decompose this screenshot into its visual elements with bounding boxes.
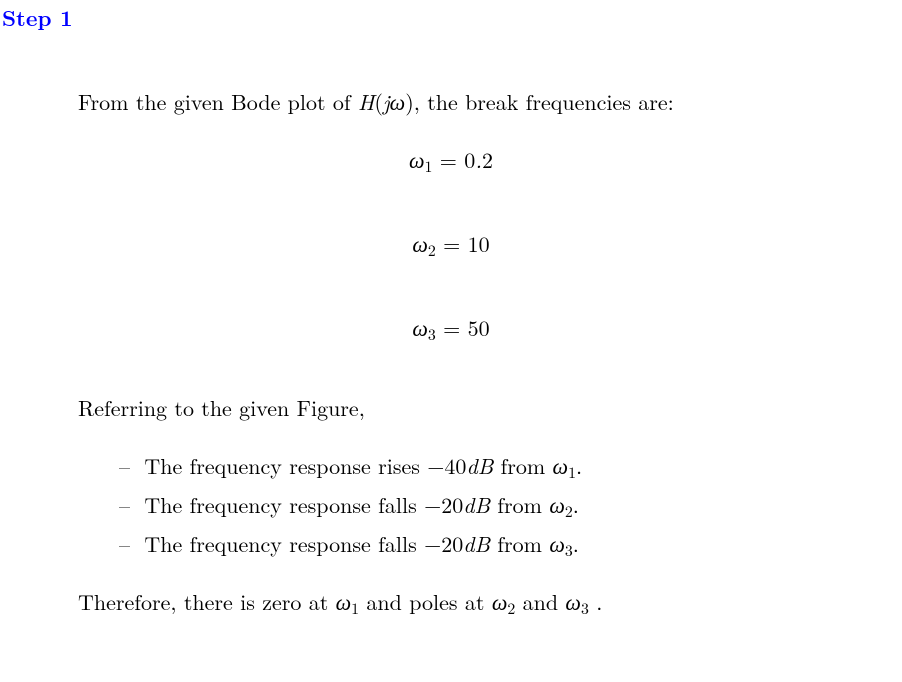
b3-val: 20	[441, 528, 463, 559]
bullet-2: – The frequency response falls −20dB fro…	[119, 489, 579, 522]
eq1-dec: 2	[482, 144, 493, 175]
eq2-eq: = 10	[436, 228, 490, 259]
eq2-sub: 2	[428, 238, 436, 261]
intro-open: (	[374, 86, 383, 117]
step-title: Step 1	[2, 2, 73, 33]
bullet-dash: –	[119, 489, 137, 520]
equation-omega3: ω3 = 50	[0, 312, 902, 345]
concl-sym3: ω	[565, 586, 581, 617]
b1-end: .	[576, 450, 582, 481]
b3-sym: ω	[549, 528, 565, 559]
concl-sub1: 1	[351, 596, 359, 619]
b3-end: .	[573, 528, 579, 559]
b1-val: 40	[444, 450, 466, 481]
eq3-sym: ω	[412, 312, 428, 343]
b3-mid: from	[490, 528, 549, 559]
intro-H: H	[358, 86, 374, 117]
b1-neg: −	[427, 450, 444, 481]
eq3-eq: = 50	[436, 312, 490, 343]
concl-pre: Therefore, there is zero at	[78, 586, 336, 617]
intro-suffix: , the break frequencies are:	[414, 86, 674, 117]
b3-pre: The frequency response falls	[137, 528, 424, 559]
conclusion-text: Therefore, there is zero at ω1 and poles…	[78, 586, 602, 619]
b1-mid: from	[493, 450, 552, 481]
b3-B: B	[474, 528, 490, 559]
b2-neg: −	[424, 489, 441, 520]
concl-mid1: and poles at	[359, 586, 492, 617]
intro-prefix: From the given Bode plot of	[78, 86, 358, 117]
b1-d: d	[466, 450, 477, 481]
intro-text: From the given Bode plot of H(jω), the b…	[78, 86, 674, 117]
intro-j: j	[383, 86, 390, 117]
bullet-dash: –	[119, 450, 137, 481]
concl-end: .	[589, 586, 602, 617]
b2-sym: ω	[549, 489, 565, 520]
referring-text: Referring to the given Figure,	[78, 392, 365, 423]
concl-sym2: ω	[492, 586, 508, 617]
b1-pre: The frequency response rises	[137, 450, 427, 481]
eq1-eq: = 0	[432, 144, 475, 175]
bullet-3: – The frequency response falls −20dB fro…	[119, 528, 579, 561]
eq3-sub: 3	[428, 322, 436, 345]
b2-d: d	[463, 489, 474, 520]
b2-sub: 2	[565, 499, 573, 522]
b2-mid: from	[490, 489, 549, 520]
eq1-sym: ω	[409, 144, 425, 175]
eq2-sym: ω	[412, 228, 428, 259]
b2-val: 20	[441, 489, 463, 520]
b1-sub: 1	[568, 460, 576, 483]
b1-B: B	[478, 450, 494, 481]
concl-mid2: and	[515, 586, 565, 617]
b1-sym: ω	[553, 450, 569, 481]
b2-pre: The frequency response falls	[137, 489, 424, 520]
concl-sym1: ω	[336, 586, 352, 617]
intro-close: )	[405, 86, 414, 117]
concl-sub3: 3	[581, 596, 589, 619]
eq1-dot: .	[475, 144, 482, 175]
b3-neg: −	[424, 528, 441, 559]
bullet-1: – The frequency response rises −40dB fro…	[119, 450, 582, 483]
b3-sub: 3	[565, 538, 573, 561]
bullet-dash: –	[119, 528, 137, 559]
b3-d: d	[463, 528, 474, 559]
equation-omega1: ω1 = 0.2	[0, 144, 902, 177]
b2-end: .	[573, 489, 579, 520]
b2-B: B	[474, 489, 490, 520]
intro-omega: ω	[390, 86, 406, 117]
equation-omega2: ω2 = 10	[0, 228, 902, 261]
page: Step 1 From the given Bode plot of H(jω)…	[0, 0, 902, 682]
